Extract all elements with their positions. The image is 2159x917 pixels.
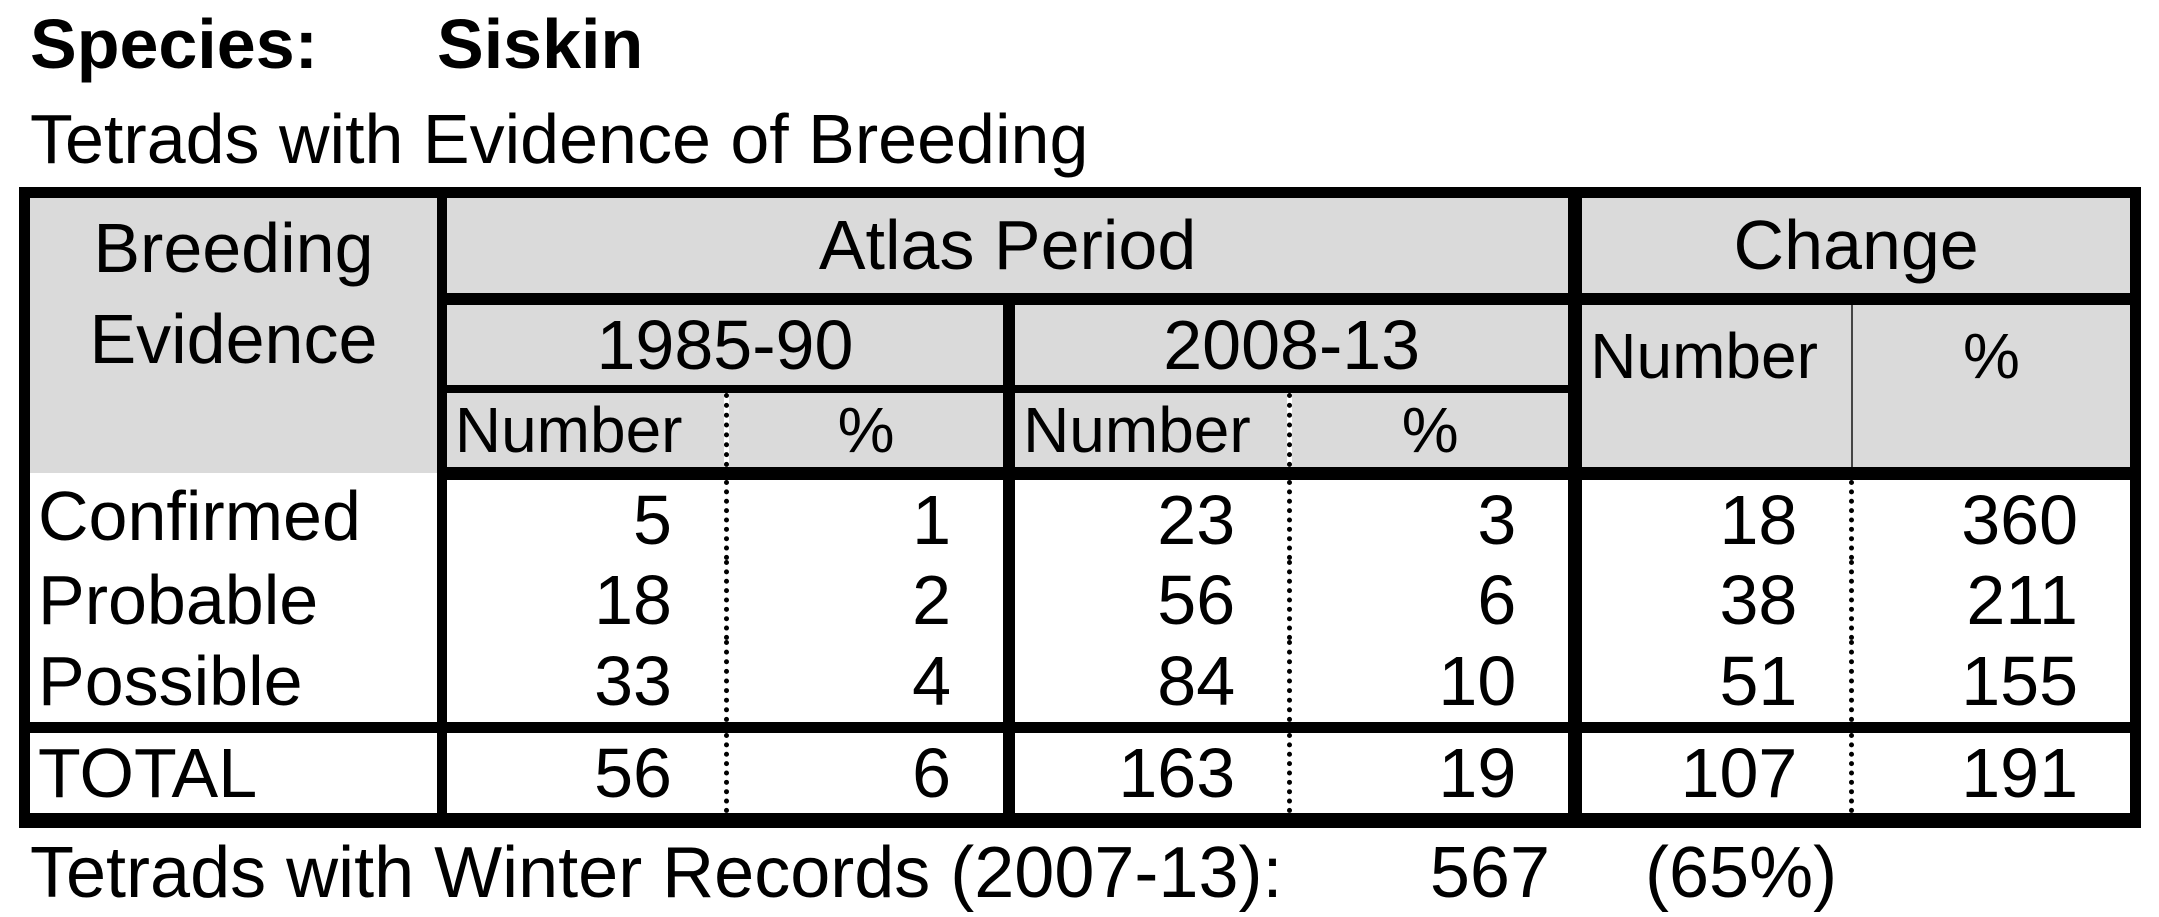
cell-p2-percent: 10 [1287, 639, 1576, 733]
cell-p2-number: 163 [1003, 727, 1290, 821]
header-p2-number: Number [1003, 388, 1290, 480]
total-row: TOTAL 56 6 163 19 107 191 [24, 727, 2136, 821]
cell-p2-percent: 3 [1287, 473, 1576, 560]
cell-change-number: 107 [1568, 727, 1852, 821]
cell-p1-percent: 2 [723, 559, 1010, 640]
header-p1-percent: % [723, 388, 1010, 480]
cell-p2-percent: 19 [1287, 727, 1576, 821]
winter-records-label: Tetrads with Winter Records (2007-13): [30, 833, 1283, 913]
header-row-1: Breeding Evidence Atlas Period Change [24, 192, 2136, 473]
table-row: Possible 33 4 84 10 51 155 [24, 639, 2136, 733]
cell-p1-number: 18 [436, 559, 727, 640]
header-change-percent: % [1850, 298, 2136, 480]
cell-label: TOTAL [24, 727, 442, 821]
cell-p1-number: 56 [436, 727, 727, 821]
cell-p1-percent: 4 [723, 639, 1010, 733]
species-label: Species: [30, 5, 318, 83]
cell-p2-number: 23 [1003, 473, 1290, 560]
table-title: Tetrads with Evidence of Breeding [30, 100, 1089, 178]
cell-change-percent: 360 [1849, 473, 2136, 560]
cell-p1-percent: 6 [723, 727, 1010, 821]
cell-p1-percent: 1 [723, 473, 1010, 560]
cell-p2-percent: 6 [1287, 559, 1576, 640]
cell-change-percent: 211 [1849, 559, 2136, 640]
cell-p2-number: 84 [1003, 639, 1290, 733]
cell-label: Possible [24, 639, 442, 733]
species-name: Siskin [437, 5, 644, 83]
header-p1-number: Number [436, 388, 727, 480]
header-row-2: 1985-90 2008-13 Number % [25, 298, 2136, 480]
winter-records-percent: (65%) [1645, 833, 1838, 913]
cell-change-number: 51 [1568, 639, 1852, 733]
header-period-2008-13: 2008-13 [1003, 298, 1576, 393]
cell-change-percent: 155 [1849, 639, 2136, 733]
header-breeding-line1: Breeding [93, 209, 374, 287]
header-p2-percent: % [1287, 388, 1576, 480]
cell-change-percent: 191 [1849, 727, 2136, 821]
cell-p1-number: 5 [436, 473, 727, 560]
cell-change-number: 38 [1568, 559, 1852, 640]
header-period-1985-90: 1985-90 [436, 298, 1010, 393]
header-change: Change [1568, 192, 2136, 305]
table-row: Confirmed 5 1 23 3 18 360 [24, 473, 2136, 560]
winter-records-value: 567 [1429, 833, 1550, 913]
cell-label: Probable [24, 559, 442, 640]
header-breeding-evidence: Breeding Evidence [24, 192, 442, 473]
header-change-number: Number [1568, 298, 1852, 480]
cell-p1-number: 33 [436, 639, 727, 733]
cell-label: Confirmed [24, 473, 442, 560]
table-row: Probable 18 2 56 6 38 211 [24, 559, 2136, 640]
cell-p2-number: 56 [1003, 559, 1290, 640]
breeding-evidence-table: Breeding Evidence Atlas Period Change 19… [19, 187, 2141, 828]
header-breeding-line2: Evidence [89, 300, 378, 378]
header-row-3: Number % Number % [25, 388, 2136, 480]
cell-change-number: 18 [1568, 473, 1852, 560]
header-atlas-period: Atlas Period [436, 192, 1576, 305]
